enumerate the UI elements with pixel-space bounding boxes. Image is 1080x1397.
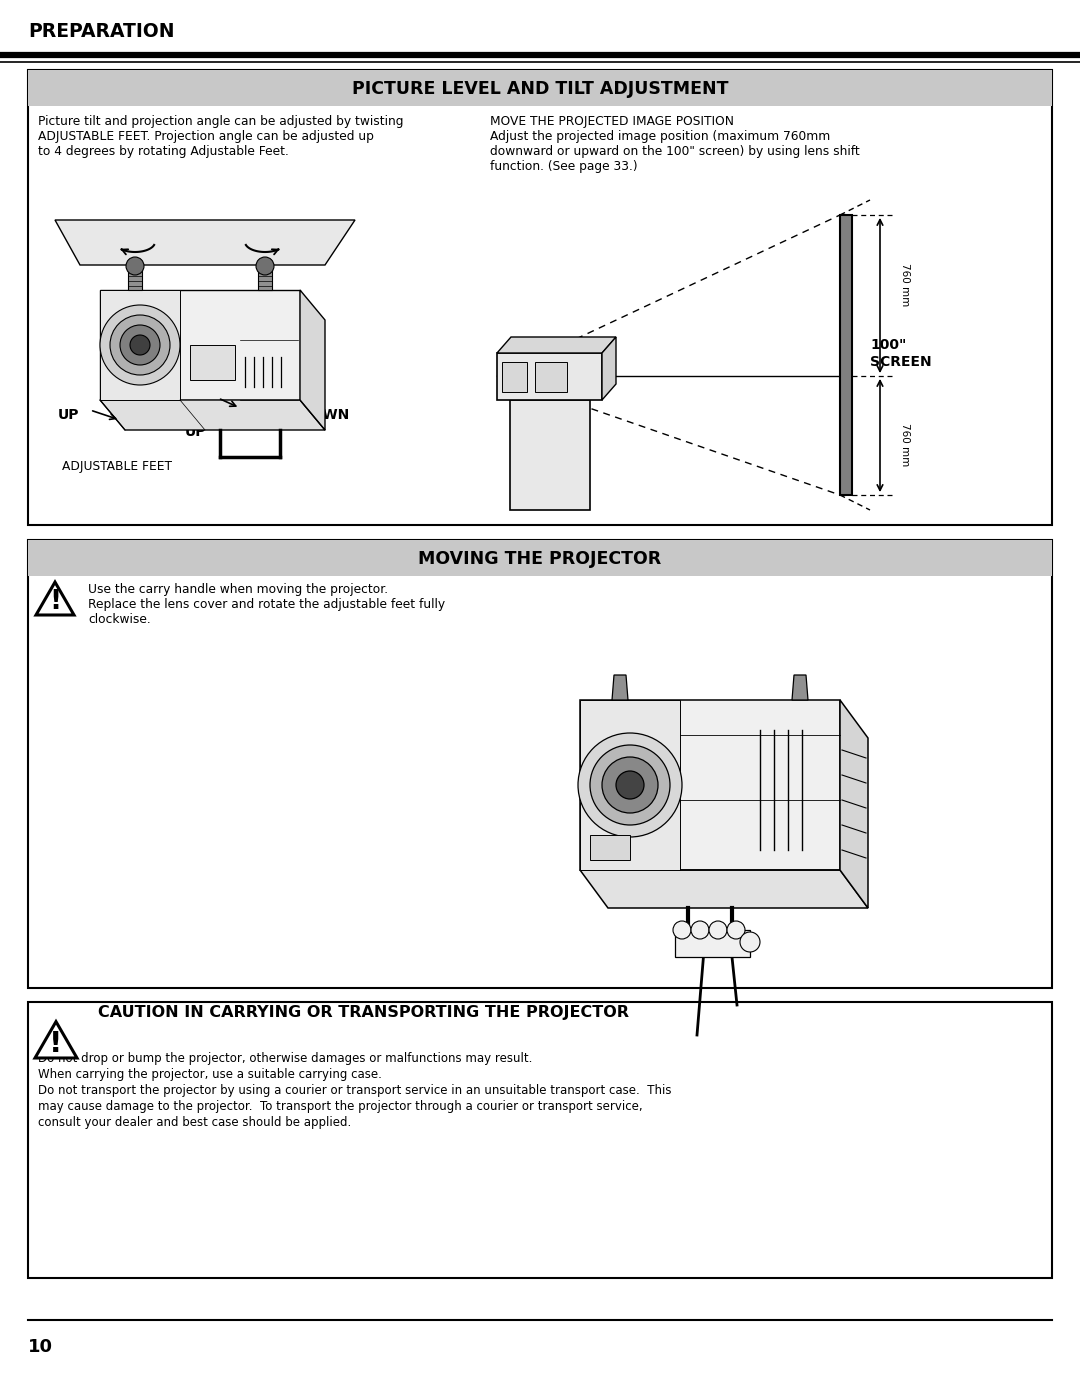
Polygon shape [675, 930, 750, 957]
Bar [840, 215, 852, 495]
Text: Do not transport the projector by using a courier or transport service in an uns: Do not transport the projector by using … [38, 1084, 672, 1097]
Circle shape [126, 257, 144, 275]
Bar [510, 400, 590, 510]
Text: Use the carry handle when moving the projector.: Use the carry handle when moving the pro… [87, 583, 388, 597]
Bar [28, 1002, 1052, 1278]
Text: Do not drop or bump the projector, otherwise damages or malfunctions may result.: Do not drop or bump the projector, other… [38, 1052, 532, 1065]
Text: to 4 degrees by rotating Adjustable Feet.: to 4 degrees by rotating Adjustable Feet… [38, 145, 288, 158]
Bar [502, 362, 527, 393]
Text: UP: UP [58, 408, 80, 422]
Text: clockwise.: clockwise. [87, 613, 151, 626]
Text: UP: UP [185, 425, 206, 439]
Circle shape [110, 314, 170, 374]
Polygon shape [300, 291, 325, 430]
Bar [535, 362, 567, 393]
Text: Replace the lens cover and rotate the adjustable feet fully: Replace the lens cover and rotate the ad… [87, 598, 445, 610]
Circle shape [590, 745, 670, 826]
Polygon shape [840, 700, 868, 908]
Text: !: ! [50, 1030, 63, 1058]
Text: DOWN: DOWN [148, 393, 199, 407]
Circle shape [578, 733, 681, 837]
Text: When carrying the projector, use a suitable carrying case.: When carrying the projector, use a suita… [38, 1067, 382, 1081]
Bar [28, 70, 1052, 106]
Bar [497, 353, 602, 400]
Polygon shape [100, 291, 300, 400]
Polygon shape [602, 337, 616, 400]
Polygon shape [35, 1021, 77, 1058]
Text: 760 mm: 760 mm [900, 423, 910, 467]
Polygon shape [100, 400, 325, 430]
Bar [190, 345, 235, 380]
Circle shape [602, 757, 658, 813]
Text: 100": 100" [870, 338, 906, 352]
Polygon shape [100, 291, 180, 400]
Circle shape [727, 921, 745, 939]
Bar [129, 270, 141, 291]
Text: 10: 10 [28, 1338, 53, 1356]
Text: Adjust the projected image position (maximum 760mm: Adjust the projected image position (max… [490, 130, 831, 142]
Circle shape [740, 932, 760, 951]
Circle shape [616, 771, 644, 799]
Text: 760 mm: 760 mm [900, 264, 910, 306]
Polygon shape [580, 700, 680, 870]
Text: function. (See page 33.): function. (See page 33.) [490, 161, 637, 173]
Bar [28, 541, 1052, 988]
Circle shape [708, 921, 727, 939]
Text: PICTURE LEVEL AND TILT ADJUSTMENT: PICTURE LEVEL AND TILT ADJUSTMENT [352, 81, 728, 99]
Polygon shape [497, 337, 616, 353]
Text: ADJUSTABLE FEET. Projection angle can be adjusted up: ADJUSTABLE FEET. Projection angle can be… [38, 130, 374, 142]
Polygon shape [580, 700, 840, 870]
Text: MOVING THE PROJECTOR: MOVING THE PROJECTOR [418, 550, 662, 569]
Polygon shape [612, 675, 627, 700]
Text: consult your dealer and best case should be applied.: consult your dealer and best case should… [38, 1116, 351, 1129]
Polygon shape [580, 870, 868, 908]
Bar [258, 270, 272, 291]
Circle shape [673, 921, 691, 939]
Polygon shape [36, 583, 75, 615]
Circle shape [120, 326, 160, 365]
Text: may cause damage to the projector.  To transport the projector through a courier: may cause damage to the projector. To tr… [38, 1099, 643, 1113]
Bar [28, 541, 1052, 576]
Text: CAUTION IN CARRYING OR TRANSPORTING THE PROJECTOR: CAUTION IN CARRYING OR TRANSPORTING THE … [98, 1004, 629, 1020]
Text: !: ! [49, 590, 62, 616]
Polygon shape [55, 219, 355, 265]
Text: PREPARATION: PREPARATION [28, 22, 175, 41]
Bar [590, 835, 630, 861]
Circle shape [691, 921, 708, 939]
Text: MOVE THE PROJECTED IMAGE POSITION: MOVE THE PROJECTED IMAGE POSITION [490, 115, 734, 129]
Text: downward or upward on the 100" screen) by using lens shift: downward or upward on the 100" screen) b… [490, 145, 860, 158]
Circle shape [256, 257, 274, 275]
Bar [28, 70, 1052, 525]
Circle shape [100, 305, 180, 386]
Text: ADJUSTABLE FEET: ADJUSTABLE FEET [62, 460, 172, 474]
Text: SCREEN: SCREEN [870, 355, 932, 369]
Polygon shape [792, 675, 808, 700]
Text: Picture tilt and projection angle can be adjusted by twisting: Picture tilt and projection angle can be… [38, 115, 404, 129]
Text: DOWN: DOWN [300, 408, 350, 422]
Circle shape [130, 335, 150, 355]
